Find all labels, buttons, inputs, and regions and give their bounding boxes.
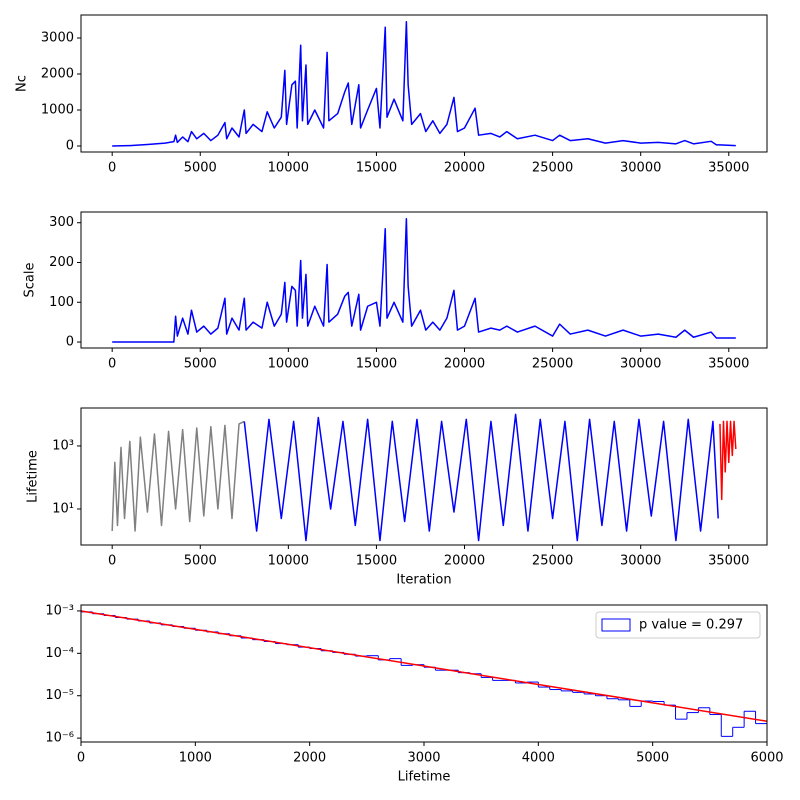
- y-tick-label: 10⁻⁵: [45, 688, 74, 703]
- plot-area: [111, 413, 737, 542]
- x-tick-label: 25000: [532, 161, 573, 176]
- x-tick-label: 25000: [532, 357, 573, 372]
- series-line: [112, 218, 736, 343]
- y-tick-label: 10⁻⁶: [45, 731, 74, 746]
- x-tick-label: 4000: [522, 751, 555, 766]
- y-axis-label: Nc: [15, 75, 30, 92]
- fit-line: [81, 610, 767, 722]
- x-tick-label: 10000: [268, 161, 309, 176]
- y-tick-label: 2000: [41, 66, 74, 81]
- x-tick-label: 5000: [184, 357, 217, 372]
- series-line: [243, 413, 719, 542]
- x-axis-label: Iteration: [396, 573, 451, 588]
- plot-area: [112, 218, 736, 343]
- x-tick-label: 5000: [184, 161, 217, 176]
- y-tick-label: 10⁻³: [45, 603, 74, 618]
- x-tick-label: 5000: [184, 554, 217, 569]
- x-tick-label: 5000: [636, 751, 669, 766]
- x-tick-label: 35000: [708, 357, 749, 372]
- x-tick-label: 30000: [620, 161, 661, 176]
- x-tick-label: 20000: [444, 161, 485, 176]
- x-tick-label: 0: [108, 554, 116, 569]
- x-tick-label: 20000: [444, 357, 485, 372]
- plot-area: [81, 610, 767, 742]
- x-tick-label: 15000: [356, 554, 397, 569]
- x-axis-label: Lifetime: [398, 770, 451, 785]
- y-tick-label: 10¹: [52, 501, 74, 516]
- x-tick-label: 2000: [293, 751, 326, 766]
- legend-label: p value = 0.297: [639, 618, 743, 633]
- axes-frame: [80, 14, 768, 153]
- y-tick-label: 10³: [52, 438, 74, 453]
- axes-frame: [80, 211, 768, 349]
- y-tick-label: 3000: [41, 31, 74, 46]
- x-tick-label: 3000: [407, 751, 440, 766]
- x-tick-label: 0: [108, 161, 116, 176]
- axes-frame: [80, 604, 768, 743]
- x-tick-label: 25000: [532, 554, 573, 569]
- y-tick-label: 100: [49, 295, 74, 310]
- series-line: [719, 420, 737, 501]
- series-line: [112, 21, 736, 147]
- axes-frame: [80, 407, 768, 546]
- y-tick-label: 200: [49, 255, 74, 270]
- x-tick-label: 30000: [620, 554, 661, 569]
- x-tick-label: 0: [108, 357, 116, 372]
- x-tick-label: 15000: [356, 161, 397, 176]
- x-tick-label: 35000: [708, 554, 749, 569]
- legend-swatch: [601, 618, 631, 632]
- x-tick-label: 10000: [268, 554, 309, 569]
- y-axis-label: Scale: [23, 263, 38, 298]
- y-tick-label: 0: [66, 335, 74, 350]
- x-tick-label: 35000: [708, 161, 749, 176]
- y-tick-label: 300: [49, 215, 74, 230]
- legend-box: [595, 611, 761, 639]
- y-tick-label: 10⁻⁴: [45, 646, 74, 661]
- plot-area: [112, 21, 736, 147]
- x-tick-label: 0: [77, 751, 85, 766]
- series-line: [111, 420, 245, 532]
- x-tick-label: 30000: [620, 357, 661, 372]
- x-tick-label: 6000: [750, 751, 783, 766]
- x-tick-label: 15000: [356, 357, 397, 372]
- y-axis-label: Lifetime: [26, 450, 41, 503]
- x-tick-label: 20000: [444, 554, 485, 569]
- x-tick-label: 1000: [179, 751, 212, 766]
- x-tick-label: 10000: [268, 357, 309, 372]
- y-tick-label: 1000: [41, 102, 74, 117]
- y-tick-label: 0: [66, 138, 74, 153]
